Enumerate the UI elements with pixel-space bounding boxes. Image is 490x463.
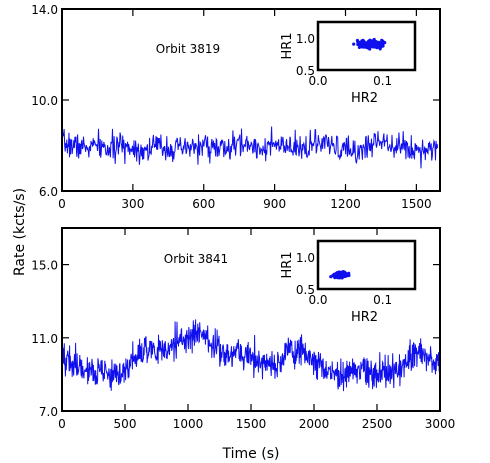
x-axis-label: Time (s)	[222, 446, 280, 462]
y-tick-label: 15.0	[31, 259, 58, 273]
inset-x-tick-label: 0.1	[373, 74, 392, 88]
inset-point	[336, 272, 340, 276]
inset-x-label: HR2	[351, 310, 378, 325]
y-tick-label: 7.0	[39, 405, 58, 419]
x-tick-label: 1500	[236, 417, 267, 431]
x-tick-label: 2000	[299, 417, 330, 431]
inset-point	[352, 42, 356, 46]
orbit-annotation: Orbit 3841	[164, 252, 228, 266]
inset-point	[378, 47, 382, 51]
x-tick-label: 900	[263, 197, 286, 211]
inset-x-tick-label: 0.0	[308, 74, 327, 88]
inset-point	[383, 41, 387, 45]
x-tick-label: 1000	[173, 417, 204, 431]
inset-x-label: HR2	[351, 91, 378, 106]
x-tick-label: 1500	[401, 197, 432, 211]
inset-point	[361, 42, 366, 46]
light-curve-series	[61, 126, 439, 169]
panel-1: 0 300 600 900 1200 1500 6.0 10.0 14.0 Orbit 3819 0…	[31, 3, 441, 211]
inset-y-label: HR1	[280, 32, 295, 59]
panel-2: 0 500 1000 1500 2000 2500 3000 7.0 11.0 15.0 Orbit…	[31, 227, 456, 431]
inset-point	[364, 42, 368, 46]
inset-point	[347, 271, 351, 275]
inset-y-tick-label: 1.0	[296, 32, 315, 46]
inset-y-tick-label: 0.5	[296, 283, 315, 297]
inset-y-tick-label: 1.0	[296, 251, 315, 265]
y-tick-label: 10.0	[31, 94, 58, 108]
y-tick-label: 11.0	[31, 332, 58, 346]
inset-point	[380, 38, 384, 42]
inset-point	[358, 41, 362, 45]
inset-point	[371, 41, 375, 45]
x-tick-label: 600	[192, 197, 215, 211]
x-tick-label: 2500	[362, 417, 393, 431]
inset-point	[340, 271, 344, 275]
y-axis-label: Rate (kcts/s)	[12, 188, 28, 276]
x-tick-label: 1200	[330, 197, 361, 211]
inset-plot: 0.0 0.1 0.5 1.0 HR2 HR1	[280, 239, 417, 325]
x-tick-label: 300	[121, 197, 144, 211]
x-tick-label: 3000	[425, 417, 456, 431]
inset-point	[344, 272, 348, 276]
inset-y-label: HR1	[280, 251, 295, 278]
inset-point	[377, 43, 381, 47]
inset-frame	[316, 239, 417, 291]
x-tick-label: 500	[114, 417, 137, 431]
inset-x-tick-label: 0.0	[308, 293, 327, 307]
inset-y-tick-label: 0.5	[296, 64, 315, 78]
inset-plot: 0.0 0.1 0.5 1.0 HR2 HR1	[280, 20, 417, 106]
inset-point	[377, 40, 381, 45]
y-tick-label: 14.0	[31, 3, 58, 17]
inset-point	[358, 43, 362, 48]
x-tick-label: 0	[58, 417, 66, 431]
inset-point	[368, 44, 372, 48]
orbit-annotation: Orbit 3819	[156, 42, 220, 56]
inset-x-tick-label: 0.1	[373, 293, 392, 307]
inset-point	[373, 43, 377, 47]
light-curve-series	[61, 319, 441, 392]
y-tick-label: 6.0	[39, 185, 58, 199]
inset-point	[331, 274, 335, 278]
x-tick-label: 0	[58, 197, 66, 211]
